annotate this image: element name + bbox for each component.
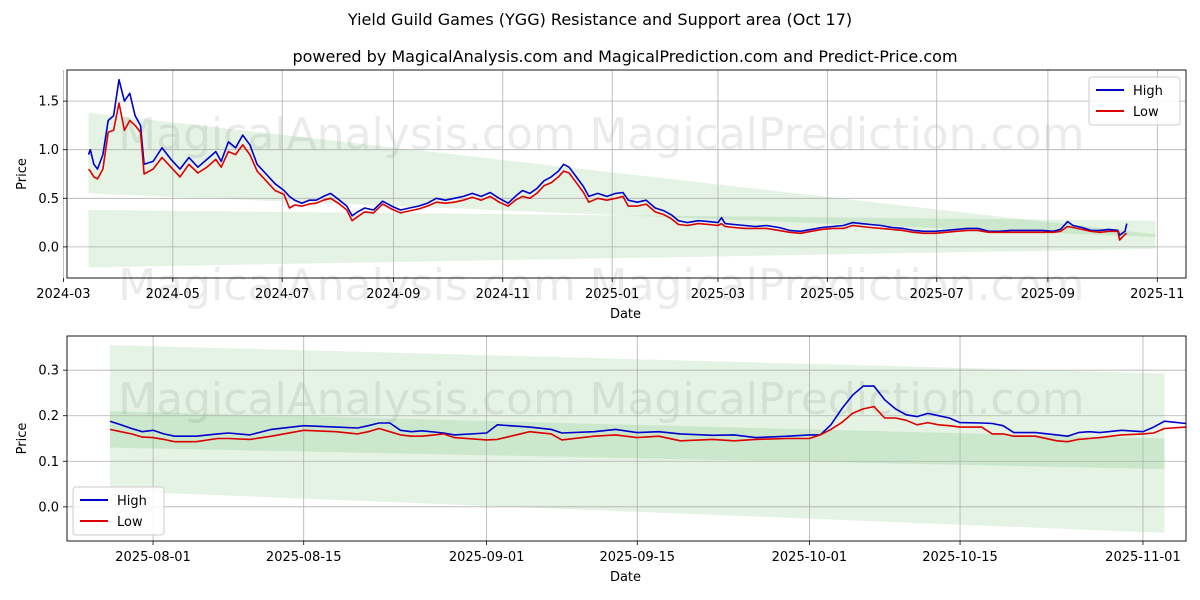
support-resistance-band xyxy=(88,112,1156,238)
watermark-text: MagicalPrediction.com xyxy=(590,260,1085,311)
x-tick-label: 2025-10-15 xyxy=(922,550,998,565)
y-tick-label: 0.0 xyxy=(38,500,59,515)
watermark-text: MagicalAnalysis.com xyxy=(118,374,576,425)
y-axis-label: Price xyxy=(15,158,30,190)
series-line-low xyxy=(109,405,1186,443)
x-tick-label: 2025-09-01 xyxy=(449,550,525,565)
y-tick-label: 0.5 xyxy=(38,192,59,207)
series-line-high xyxy=(87,78,1128,236)
y-axis-label: Price xyxy=(15,423,30,455)
legend: High Low xyxy=(1088,76,1181,126)
y-tick-label: 0.3 xyxy=(38,364,59,379)
bottom-panel: MagicalAnalysis.com MagicalPrediction.com… xyxy=(15,335,1187,585)
y-tick-label: 0.2 xyxy=(38,409,59,424)
y-tick-label: 1.5 xyxy=(38,95,59,110)
x-tick-label: 2025-09-15 xyxy=(599,550,675,565)
y-tick-label: 0.1 xyxy=(38,455,59,470)
plot-frame xyxy=(66,335,1187,542)
x-tick-label: 2025-03 xyxy=(691,287,745,302)
y-tick-label: 1.0 xyxy=(38,143,59,158)
x-tick-label: 2024-05 xyxy=(146,287,200,302)
x-axis-label: Date xyxy=(610,307,641,322)
legend-label-high: High xyxy=(117,494,147,509)
x-tick-label: 2024-07 xyxy=(255,287,309,302)
legend: High Low xyxy=(72,486,165,536)
x-tick-label: 2024-09 xyxy=(366,287,420,302)
watermark-text: MagicalAnalysis.com xyxy=(118,260,576,311)
x-tick-label: 2024-03 xyxy=(36,287,90,302)
x-tick-label: 2025-09 xyxy=(1021,287,1075,302)
support-resistance-band xyxy=(88,210,1156,268)
x-axis-label: Date xyxy=(610,570,641,585)
chart-title: Yield Guild Games (YGG) Resistance and S… xyxy=(347,10,852,29)
chart-subtitle: powered by MagicalAnalysis.com and Magic… xyxy=(292,47,957,66)
series-line-low xyxy=(87,102,1128,241)
series-line-high xyxy=(109,385,1186,439)
plot-frame xyxy=(66,69,1187,279)
x-tick-label: 2025-11-01 xyxy=(1105,550,1181,565)
legend-label-low: Low xyxy=(117,515,143,530)
legend-label-low: Low xyxy=(1133,105,1159,120)
x-tick-label: 2025-08-15 xyxy=(266,550,342,565)
x-tick-label: 2025-10-01 xyxy=(772,550,848,565)
x-tick-label: 2025-07 xyxy=(910,287,964,302)
x-tick-label: 2025-05 xyxy=(800,287,854,302)
x-tick-label: 2025-08-01 xyxy=(115,550,191,565)
y-tick-label: 0.0 xyxy=(38,240,59,255)
watermark-text: MagicalPrediction.com xyxy=(590,109,1085,160)
x-tick-label: 2024-11 xyxy=(476,287,530,302)
x-tick-label: 2025-01 xyxy=(585,287,639,302)
legend-label-high: High xyxy=(1133,84,1163,99)
top-panel: MagicalAnalysis.com MagicalPrediction.com… xyxy=(15,69,1187,322)
x-tick-label: 2025-11 xyxy=(1130,287,1184,302)
watermark-text: MagicalAnalysis.com xyxy=(118,109,576,160)
